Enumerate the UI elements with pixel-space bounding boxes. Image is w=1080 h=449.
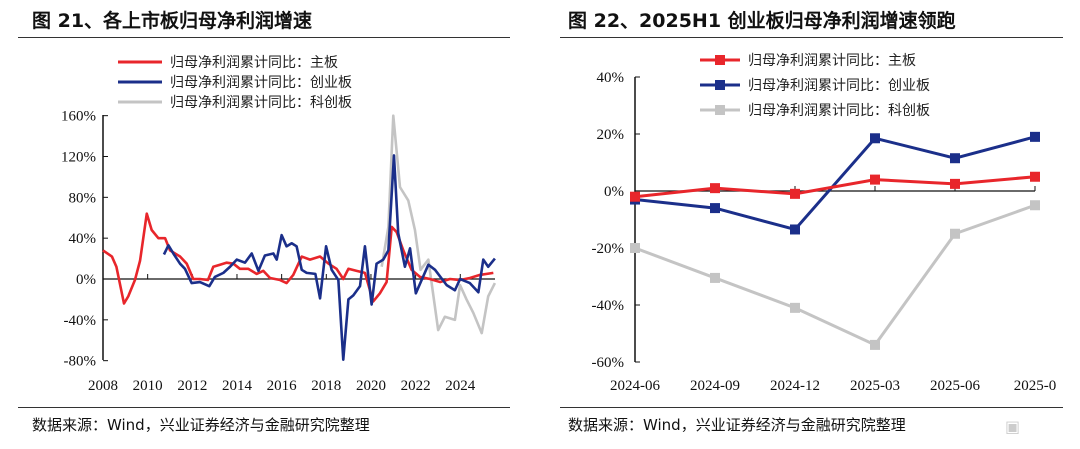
right-series-marker-2 — [630, 243, 640, 253]
right-x-tick-label: 2024-12 — [770, 378, 820, 394]
left-x-tick-label: 2018 — [311, 378, 341, 394]
right-y-tick-label: 40% — [597, 70, 625, 86]
right-series-marker-1 — [710, 203, 720, 214]
right-series-marker-0 — [630, 191, 640, 202]
right-x-tick-label: 2025-06 — [930, 378, 980, 394]
left-y-tick-label: -40% — [64, 313, 97, 329]
right-x-tick-label: 2024-09 — [690, 378, 740, 394]
right-y-tick-label: -20% — [592, 241, 625, 257]
right-series-marker-0 — [790, 188, 800, 199]
right-y-tick-label: -60% — [592, 355, 625, 371]
left-x-tick-label: 2020 — [356, 378, 386, 394]
right-y-tick-label: -40% — [592, 298, 625, 314]
left-series-line-1 — [162, 154, 496, 361]
right-series-marker-1 — [870, 133, 880, 144]
right-legend-marker — [715, 80, 725, 90]
left-y-tick-label: 160% — [61, 109, 96, 125]
right-series-marker-1 — [1030, 131, 1040, 142]
left-x-tick-label: 2010 — [133, 378, 163, 394]
left-y-tick-label: 120% — [61, 150, 96, 166]
left-x-tick-label: 2016 — [267, 378, 298, 394]
left-y-tick-label: 80% — [69, 190, 97, 206]
right-series-line-1 — [634, 135, 1036, 232]
right-series-marker-0 — [950, 178, 960, 189]
left-y-tick-label: -80% — [64, 354, 97, 370]
right-legend-label: 归母净利润累计同比：主板 — [748, 52, 916, 69]
left-legend-label: 归母净利润累计同比：科创板 — [170, 94, 352, 111]
watermark-logo: ▣ — [1005, 417, 1022, 436]
left-y-tick-label: 0% — [76, 272, 96, 288]
right-footer-rule — [560, 407, 1063, 408]
right-series-marker-2 — [1030, 200, 1040, 211]
right-x-tick-label: 2025-0 — [1014, 378, 1057, 394]
left-footer-rule — [18, 407, 510, 408]
right-legend-label: 归母净利润累计同比：科创板 — [748, 102, 930, 119]
right-series-marker-2 — [950, 228, 960, 239]
right-y-tick-label: 0% — [604, 184, 624, 200]
right-legend-label: 归母净利润累计同比：创业板 — [748, 77, 930, 94]
left-legend-label: 归母净利润累计同比：主板 — [170, 54, 338, 71]
left-series-line-2 — [380, 114, 497, 335]
right-series-marker-0 — [870, 174, 880, 185]
right-title-rule — [560, 37, 1063, 38]
left-x-tick-label: 2008 — [88, 378, 118, 394]
left-title-rule — [18, 37, 510, 38]
right-series-marker-1 — [950, 153, 960, 164]
left-x-tick-label: 2014 — [222, 378, 253, 394]
right-legend-marker — [715, 105, 725, 115]
right-x-tick-label: 2024-06 — [610, 378, 660, 394]
right-source-note: 数据来源：Wind，兴业证券经济与金融研究院整理 — [568, 416, 906, 434]
right-series-marker-1 — [790, 224, 800, 235]
right-y-tick-label: 20% — [597, 127, 625, 143]
right-legend-marker — [715, 55, 725, 65]
left-series-line-0 — [102, 212, 494, 305]
left-chart-title: 图 21、各上市板归母净利润增速 — [32, 10, 313, 32]
right-series-marker-0 — [1030, 171, 1040, 182]
right-series-line-2 — [634, 203, 1036, 347]
right-series-marker-2 — [710, 272, 720, 283]
right-series-marker-0 — [710, 183, 720, 194]
left-x-tick-label: 2012 — [177, 378, 207, 394]
right-series-marker-2 — [790, 302, 800, 313]
right-series-line-0 — [634, 175, 1036, 199]
right-chart-title: 图 22、2025H1 创业板归母净利润增速领跑 — [568, 10, 956, 32]
left-y-tick-label: 40% — [69, 231, 97, 247]
right-x-tick-label: 2025-03 — [850, 378, 900, 394]
right-series-marker-2 — [870, 339, 880, 350]
left-legend-label: 归母净利润累计同比：创业板 — [170, 74, 352, 91]
left-x-tick-label: 2024 — [445, 378, 476, 394]
left-x-tick-label: 2022 — [401, 378, 431, 394]
left-source-note: 数据来源：Wind，兴业证券经济与金融研究院整理 — [32, 416, 370, 434]
